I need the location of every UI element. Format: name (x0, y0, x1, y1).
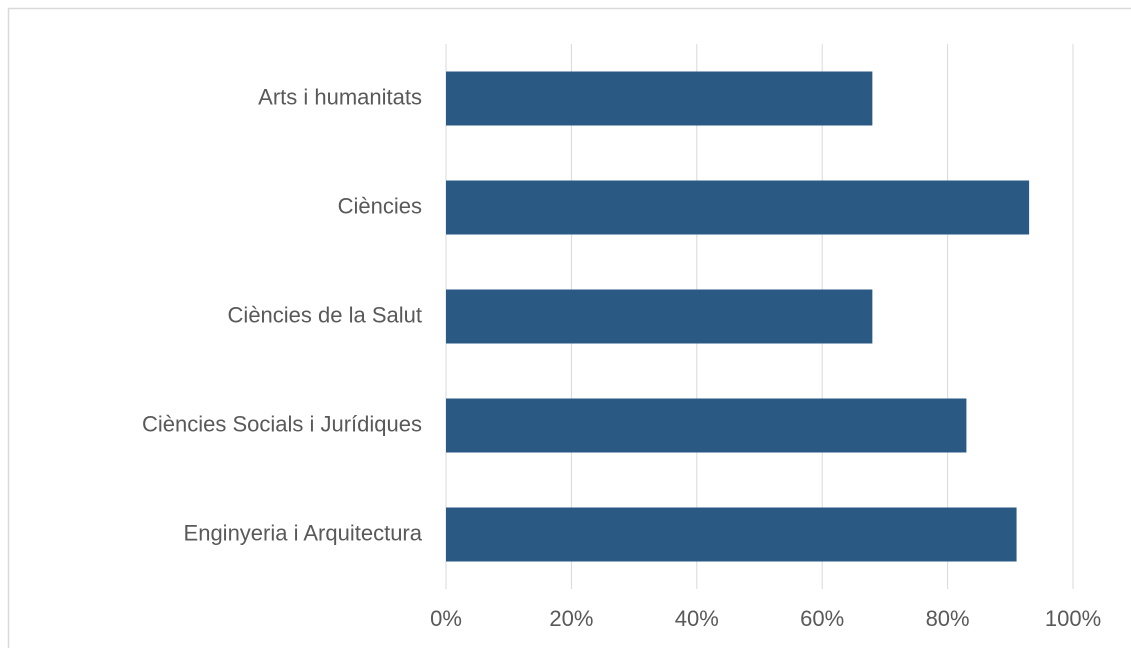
y-tick-label: Enginyeria i Arquitectura (184, 520, 423, 545)
bar (446, 507, 1017, 562)
chart-frame (7, 7, 1131, 648)
x-tick-label: 80% (926, 606, 970, 631)
y-tick-label: Ciències de la Salut (228, 302, 422, 327)
x-tick-label: 0% (430, 606, 462, 631)
x-tick-label: 100% (1045, 606, 1101, 631)
y-tick-label: Ciències (338, 193, 422, 218)
bar (446, 71, 873, 126)
bar (446, 398, 967, 453)
y-tick-label: Arts i humanitats (258, 84, 422, 109)
x-tick-label: 60% (800, 606, 844, 631)
x-tick-label: 20% (549, 606, 593, 631)
x-tick-label: 40% (675, 606, 719, 631)
y-tick-label: Ciències Socials i Jurídiques (142, 411, 422, 436)
bar (446, 180, 1030, 235)
bar (446, 289, 873, 344)
